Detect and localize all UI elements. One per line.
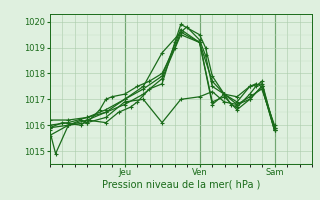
X-axis label: Pression niveau de la mer( hPa ): Pression niveau de la mer( hPa ) bbox=[102, 180, 260, 190]
